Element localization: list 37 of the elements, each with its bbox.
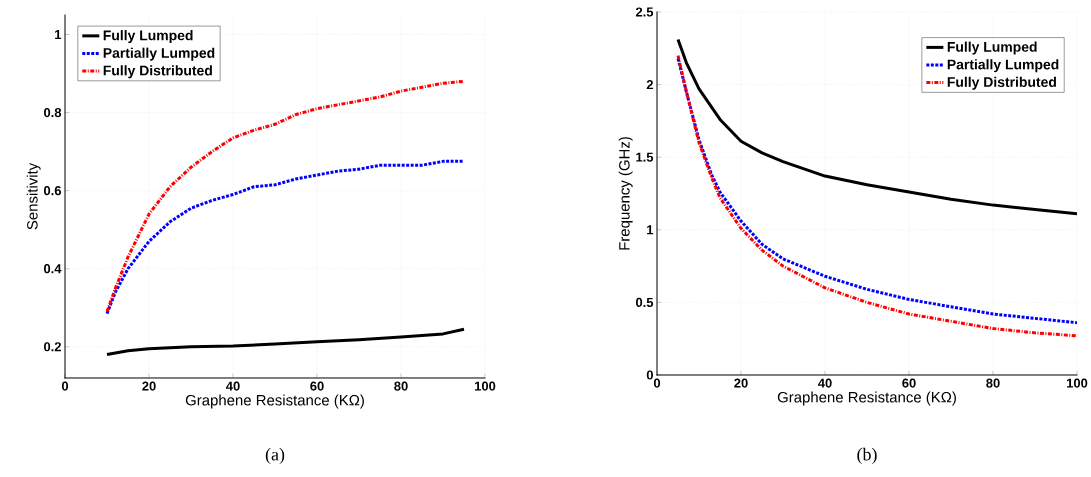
y-axis-title: Sensitivity: [26, 162, 41, 230]
text: (b): [857, 447, 877, 465]
y-tick-label: 1.5: [636, 152, 654, 162]
legend-label: Fully Lumped: [103, 30, 193, 44]
x-tick-label: 40: [226, 381, 240, 391]
line-series: [676, 38, 1078, 216]
y-tick-label: 0.2: [44, 342, 61, 352]
legend-label: Fully Lumped: [947, 41, 1037, 55]
y-tick-label: 2: [646, 80, 653, 90]
legend-label: Partially Lumped: [947, 59, 1059, 73]
y-tick-label: 0.6: [44, 186, 62, 196]
x-tick-label: 0: [61, 381, 69, 391]
line-series: [105, 327, 466, 357]
x-tick-label: 100: [475, 381, 496, 391]
x-tick-label: 20: [142, 381, 156, 391]
x-tick-label: 0: [653, 378, 661, 388]
x-tick-label: 80: [986, 378, 1000, 388]
legend-label: Fully Distributed: [103, 65, 212, 79]
legend-label: Fully Distributed: [947, 76, 1056, 90]
x-tick-label: 60: [902, 378, 916, 388]
y-tick-label: 0.4: [44, 264, 62, 274]
y-axis-title: Frequency (GHz): [618, 137, 633, 250]
legend-label: Partially Lumped: [103, 47, 215, 61]
y-tick-label: 0: [646, 370, 653, 380]
y-tick-label: 1: [647, 225, 654, 235]
x-axis-title: Graphene Resistance (KΩ): [185, 394, 364, 409]
x-tick-label: 80: [394, 381, 408, 391]
text: (a): [265, 447, 285, 465]
x-tick-label: 60: [310, 381, 324, 391]
y-tick-label: 1: [55, 30, 62, 39]
y-tick-label: 2.5: [635, 7, 654, 17]
x-tick-label: 20: [734, 378, 748, 388]
x-tick-label: 40: [818, 378, 832, 388]
y-tick-label: 0.8: [44, 107, 62, 118]
x-tick-label: 100: [1067, 378, 1088, 388]
y-tick-label: 0.5: [636, 297, 654, 307]
x-axis-title: Graphene Resistance (KΩ): [777, 391, 956, 406]
